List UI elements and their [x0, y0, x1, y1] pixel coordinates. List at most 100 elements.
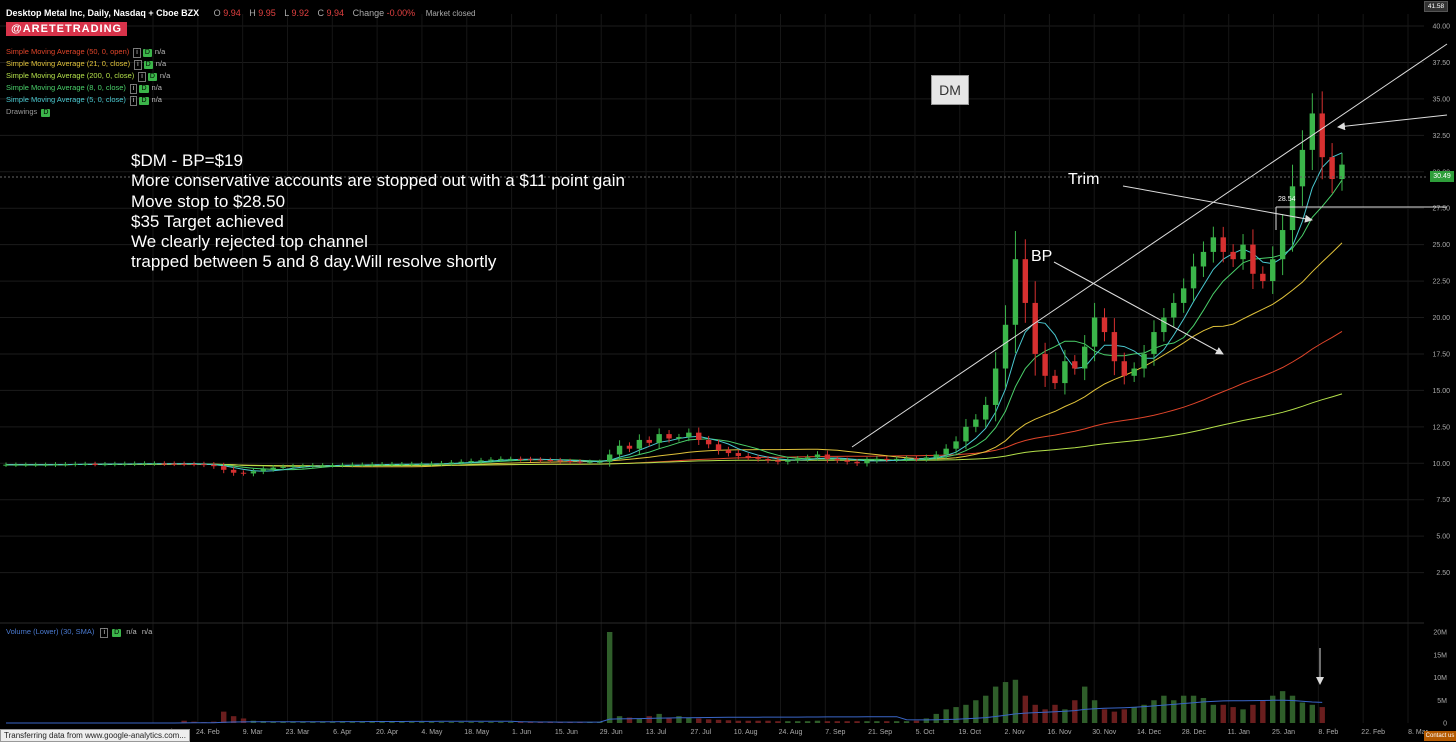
volume-bar: [359, 722, 365, 723]
candle-body: [923, 457, 930, 459]
candle-body: [1190, 266, 1197, 289]
x-tick-label: 23. Mar: [286, 729, 310, 736]
candle-body: [953, 441, 959, 449]
candle-body: [844, 460, 850, 462]
volume-tick-label: 20M: [1433, 630, 1447, 637]
volume-toggle-icon[interactable]: D: [112, 629, 122, 637]
contact-button[interactable]: Contact us: [1424, 731, 1456, 741]
volume-bar: [666, 718, 672, 723]
high-value: 9.95: [258, 8, 276, 18]
indicator-toggle-icon[interactable]: D: [139, 97, 149, 105]
candle-body: [1270, 259, 1276, 282]
sma-50-line: [6, 330, 1343, 467]
volume-bar: [458, 722, 464, 723]
drawings-toggle-icon[interactable]: D: [41, 109, 51, 117]
volume-bar: [963, 704, 969, 723]
y-tick-label: 20.00: [1432, 315, 1450, 322]
indicator-value: n/a: [154, 47, 166, 56]
volume-bar: [1210, 704, 1217, 723]
volume-bar: [676, 716, 682, 723]
volume-label: Volume (Lower) (30, SMA): [6, 627, 95, 636]
volume-bar: [399, 722, 405, 723]
candle-body: [329, 465, 336, 467]
volume-bar: [646, 716, 652, 723]
candle-body: [606, 454, 613, 462]
volume-bar: [1002, 682, 1009, 723]
volume-legend[interactable]: Volume (Lower) (30, SMA) i D n/a n/a: [6, 627, 152, 638]
high-label: H: [249, 8, 256, 18]
x-tick-label: 20. Apr: [376, 729, 399, 736]
candle-body: [557, 460, 563, 462]
volume-value-2: n/a: [141, 627, 153, 636]
candle-body: [141, 463, 148, 465]
volume-tick-label: 10M: [1433, 675, 1447, 682]
candle-body: [13, 464, 19, 466]
indicator-toggle-icon[interactable]: D: [139, 85, 149, 93]
candle-body: [1319, 113, 1325, 158]
x-tick-label: 22. Feb: [1361, 729, 1385, 736]
bp-annotation: BP: [1031, 248, 1053, 265]
candle-body: [1240, 244, 1246, 260]
indicator-info-icon[interactable]: i: [138, 72, 146, 82]
volume-bar: [300, 722, 306, 723]
candle-body: [616, 445, 623, 455]
x-tick-label: 15. Jun: [555, 729, 578, 736]
volume-bar: [755, 720, 761, 723]
volume-bar: [606, 632, 613, 723]
volume-bar: [240, 718, 247, 723]
indicator-info-icon[interactable]: i: [129, 96, 138, 106]
volume-bar: [498, 722, 504, 723]
volume-tick-label: 15M: [1433, 652, 1447, 659]
candle-body: [725, 450, 732, 454]
symbol-box: DM: [931, 75, 969, 105]
candle-body: [260, 469, 267, 472]
candle-body: [1329, 157, 1335, 180]
candle-body: [1141, 353, 1147, 369]
volume-bar: [814, 720, 821, 723]
indicator-toggle-icon[interactable]: D: [143, 61, 153, 69]
candle-body: [1309, 113, 1316, 150]
candle-body: [181, 463, 187, 465]
candle-body: [666, 434, 672, 439]
chart-title: Desktop Metal Inc, Daily, Nasdaq + Cboe …: [6, 8, 200, 18]
drawings-row[interactable]: Drawings D: [6, 107, 51, 117]
x-tick-label: 7. Sep: [825, 729, 845, 736]
volume-bar: [389, 722, 395, 723]
candle-body: [765, 458, 771, 461]
candle-body: [488, 459, 494, 461]
candle-body: [537, 459, 544, 461]
candle-body: [567, 461, 573, 463]
indicator-value: n/a: [159, 71, 171, 80]
volume-info-icon[interactable]: i: [100, 628, 109, 638]
x-tick-label: 28. Dec: [1182, 729, 1207, 736]
trend-line: [851, 43, 1448, 448]
candle-body: [864, 460, 870, 464]
volume-bar: [933, 713, 939, 723]
volume-bar: [418, 722, 425, 723]
x-tick-label: 2. Nov: [1004, 729, 1025, 736]
note-line: trapped between 5 and 8 day.Will resolve…: [131, 252, 497, 272]
indicator-info-icon[interactable]: i: [134, 60, 142, 70]
candle-body: [626, 445, 633, 449]
indicator-toggle-icon[interactable]: D: [142, 49, 152, 57]
candle-body: [755, 457, 761, 459]
indicator-toggle-icon[interactable]: D: [147, 73, 157, 81]
candle-body: [1210, 237, 1217, 252]
candle-body: [686, 432, 692, 438]
y-tick-label: 15.00: [1432, 388, 1450, 395]
volume-bar: [1180, 695, 1187, 723]
candle-body: [211, 464, 217, 467]
change-value: -0.00%: [386, 8, 416, 18]
volume-bar: [795, 721, 801, 723]
indicator-info-icon[interactable]: i: [133, 48, 141, 58]
candle-body: [745, 455, 751, 458]
candle-body: [903, 458, 910, 460]
indicator-info-icon[interactable]: i: [129, 84, 138, 94]
top-price-badge: 41.58: [1424, 1, 1448, 12]
